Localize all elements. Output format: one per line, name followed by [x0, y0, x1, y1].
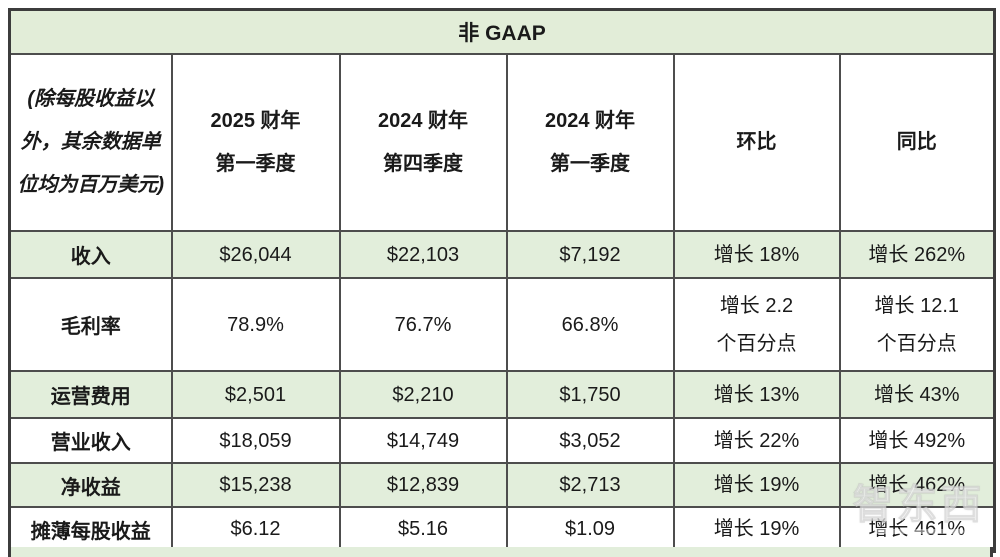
- row-label: 运营费用: [8, 370, 173, 419]
- row-label: 营业收入: [8, 417, 173, 464]
- non-gaap-financial-table: 非 GAAP (除每股收益以外，其余数据单位均为百万美元) 2025 财年 第一…: [8, 8, 997, 553]
- column-header-yoy: 同比: [838, 53, 996, 232]
- table-row-operating-expenses: 运营费用 $2,501 $2,210 $1,750 增长 13% 增长 43%: [8, 370, 996, 419]
- column-header-fy2024-q4: 2024 财年 第四季度: [338, 53, 508, 232]
- data-cell: 增长 22%: [672, 417, 841, 464]
- data-cell: $15,238: [170, 462, 341, 508]
- table-title-row: 非 GAAP: [8, 8, 996, 55]
- table-title: 非 GAAP: [8, 8, 996, 55]
- data-cell: $3,052: [505, 417, 675, 464]
- row-label: 收入: [8, 230, 173, 279]
- data-cell: 增长 18%: [672, 230, 841, 279]
- table-row-gross-margin: 毛利率 78.9% 76.7% 66.8% 增长 2.2 个百分点 增长 12.…: [8, 277, 996, 372]
- table-row-diluted-eps: 摊薄每股收益 $6.12 $5.16 $1.09 增长 19% 增长 461%: [8, 506, 996, 553]
- data-cell: $2,210: [338, 370, 508, 419]
- data-cell: 78.9%: [170, 277, 341, 372]
- data-cell: 66.8%: [505, 277, 675, 372]
- column-header-fy2024-q1: 2024 财年 第一季度: [505, 53, 675, 232]
- data-cell: $14,749: [338, 417, 508, 464]
- data-cell: $5.16: [338, 506, 508, 553]
- row-label: 毛利率: [8, 277, 173, 372]
- column-header-qoq: 环比: [672, 53, 841, 232]
- data-cell: $6.12: [170, 506, 341, 553]
- data-cell: $1.09: [505, 506, 675, 553]
- data-cell: 增长 19%: [672, 506, 841, 553]
- data-cell: $22,103: [338, 230, 508, 279]
- table-row-operating-income: 营业收入 $18,059 $14,749 $3,052 增长 22% 增长 49…: [8, 417, 996, 464]
- data-cell: 76.7%: [338, 277, 508, 372]
- row-label: 摊薄每股收益: [8, 506, 173, 553]
- data-cell: 增长 13%: [672, 370, 841, 419]
- data-cell: 增长 12.1 个百分点: [838, 277, 996, 372]
- data-cell: 增长 43%: [838, 370, 996, 419]
- units-note-cell: (除每股收益以外，其余数据单位均为百万美元): [8, 53, 173, 232]
- data-cell: $26,044: [170, 230, 341, 279]
- column-header-fy2025-q1: 2025 财年 第一季度: [170, 53, 341, 232]
- data-cell: $7,192: [505, 230, 675, 279]
- data-cell: $2,713: [505, 462, 675, 508]
- data-cell: $1,750: [505, 370, 675, 419]
- next-row-partial-strip: [8, 547, 993, 557]
- table-header-row: (除每股收益以外，其余数据单位均为百万美元) 2025 财年 第一季度 2024…: [8, 53, 996, 232]
- table-row-net-income: 净收益 $15,238 $12,839 $2,713 增长 19% 增长 462…: [8, 462, 996, 508]
- row-label: 净收益: [8, 462, 173, 508]
- table-row-revenue: 收入 $26,044 $22,103 $7,192 增长 18% 增长 262%: [8, 230, 996, 279]
- data-cell: 增长 19%: [672, 462, 841, 508]
- data-cell: 增长 2.2 个百分点: [672, 277, 841, 372]
- data-cell: 增长 461%: [838, 506, 996, 553]
- data-cell: $18,059: [170, 417, 341, 464]
- data-cell: $2,501: [170, 370, 341, 419]
- data-cell: 增长 492%: [838, 417, 996, 464]
- data-cell: 增长 462%: [838, 462, 996, 508]
- data-cell: $12,839: [338, 462, 508, 508]
- data-cell: 增长 262%: [838, 230, 996, 279]
